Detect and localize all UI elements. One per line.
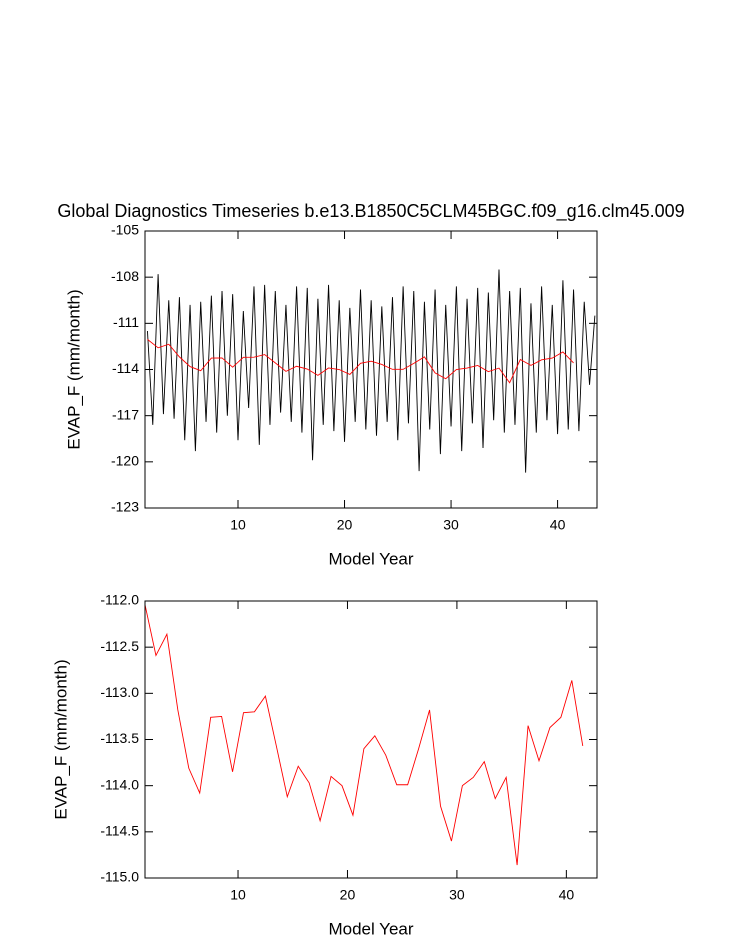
chart-title: Global Diagnostics Timeseries b.e13.B185… <box>57 201 684 222</box>
x-tick-label: 40 <box>559 887 575 903</box>
y-tick-label: -114.0 <box>100 776 139 792</box>
x-tick-label: 20 <box>337 517 353 533</box>
y-tick-label: -117 <box>112 406 139 422</box>
y-axis-label: EVAP_F (mm/month) <box>51 659 70 819</box>
data-line <box>144 604 584 866</box>
y-axis-label: EVAP_F (mm/month) <box>64 289 83 449</box>
y-tick-label: -111 <box>113 314 139 330</box>
data-line <box>147 269 596 473</box>
y-tick-label: -113.5 <box>100 730 139 746</box>
y-tick-label: -105 <box>111 222 139 238</box>
x-tick-label: 30 <box>443 517 459 533</box>
y-tick-label: -112.0 <box>100 592 139 608</box>
y-tick-label: -112.5 <box>100 638 139 654</box>
x-tick-label: 40 <box>550 517 566 533</box>
x-tick-label: 20 <box>340 887 356 903</box>
x-tick-label: 10 <box>230 887 246 903</box>
x-tick-label: 10 <box>230 517 246 533</box>
y-tick-label: -113.0 <box>100 684 139 700</box>
y-tick-label: -108 <box>111 268 139 284</box>
x-axis-label: Model Year <box>328 549 413 568</box>
y-tick-label: -123 <box>111 499 139 515</box>
data-line <box>147 338 574 384</box>
y-tick-label: -114 <box>112 360 139 376</box>
y-tick-label: -120 <box>111 453 139 469</box>
x-tick-label: 30 <box>449 887 465 903</box>
y-tick-label: -115.0 <box>100 869 139 885</box>
y-tick-label: -114.5 <box>100 823 139 839</box>
x-axis-label: Model Year <box>328 919 413 938</box>
plot-frame <box>144 600 598 879</box>
